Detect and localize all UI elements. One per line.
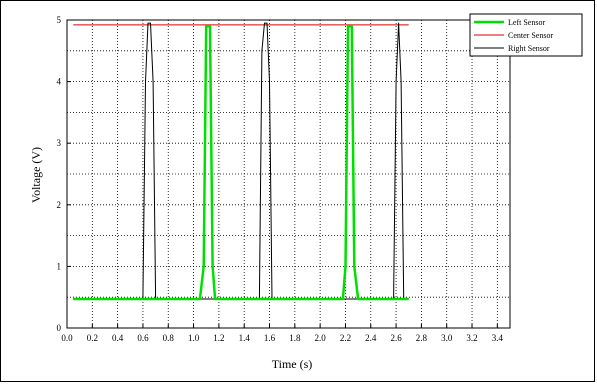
x-tick-label: 2.2 xyxy=(340,333,351,343)
x-tick-label: 2.4 xyxy=(365,333,377,343)
x-tick-label: 2.0 xyxy=(315,333,327,343)
legend: Left Sensor Center Sensor Right Sensor xyxy=(469,13,583,57)
x-tick-label: 1.2 xyxy=(213,333,224,343)
x-tick-label: 0.4 xyxy=(112,333,124,343)
y-axis-ticks: 0 1 2 3 4 5 xyxy=(57,15,71,333)
legend-entry: Center Sensor xyxy=(508,31,553,40)
x-tick-label: 0.2 xyxy=(87,333,98,343)
series-line-left-sensor xyxy=(73,24,409,301)
y-tick-label: 3 xyxy=(57,138,62,148)
x-tick-label: 1.0 xyxy=(188,333,200,343)
series-lines xyxy=(73,22,409,301)
x-axis-ticks: 0.0 0.2 0.4 0.6 0.8 1.0 1.2 1.4 1.6 1.8 2.0 2.2 2.4 2… xyxy=(61,324,503,343)
x-tick-label: 2.8 xyxy=(416,333,428,343)
x-tick-label: 0.0 xyxy=(61,333,73,343)
x-tick-label: 1.8 xyxy=(289,333,301,343)
x-axis-label: Time (s) xyxy=(272,357,313,371)
y-axis-label: Voltage (V) xyxy=(29,147,43,203)
x-tick-label: 2.6 xyxy=(390,333,402,343)
x-tick-label: 1.6 xyxy=(264,333,276,343)
y-tick-label: 1 xyxy=(57,261,62,271)
y-tick-label: 2 xyxy=(57,200,62,210)
legend-entry: Left Sensor xyxy=(508,18,545,27)
x-tick-label: 0.8 xyxy=(163,333,175,343)
series-line-right-sensor xyxy=(73,22,409,300)
plot-area xyxy=(66,19,511,329)
y-tick-label: 4 xyxy=(57,77,62,87)
x-tick-label: 3.0 xyxy=(441,333,453,343)
x-tick-label: 3.4 xyxy=(492,333,504,343)
y-tick-label: 5 xyxy=(57,15,62,25)
y-tick-label: 0 xyxy=(57,323,62,333)
grid-lines xyxy=(67,20,510,328)
x-tick-label: 3.2 xyxy=(466,333,477,343)
x-tick-label: 1.4 xyxy=(239,333,251,343)
legend-entry: Right Sensor xyxy=(508,44,550,53)
x-tick-label: 0.6 xyxy=(137,333,149,343)
